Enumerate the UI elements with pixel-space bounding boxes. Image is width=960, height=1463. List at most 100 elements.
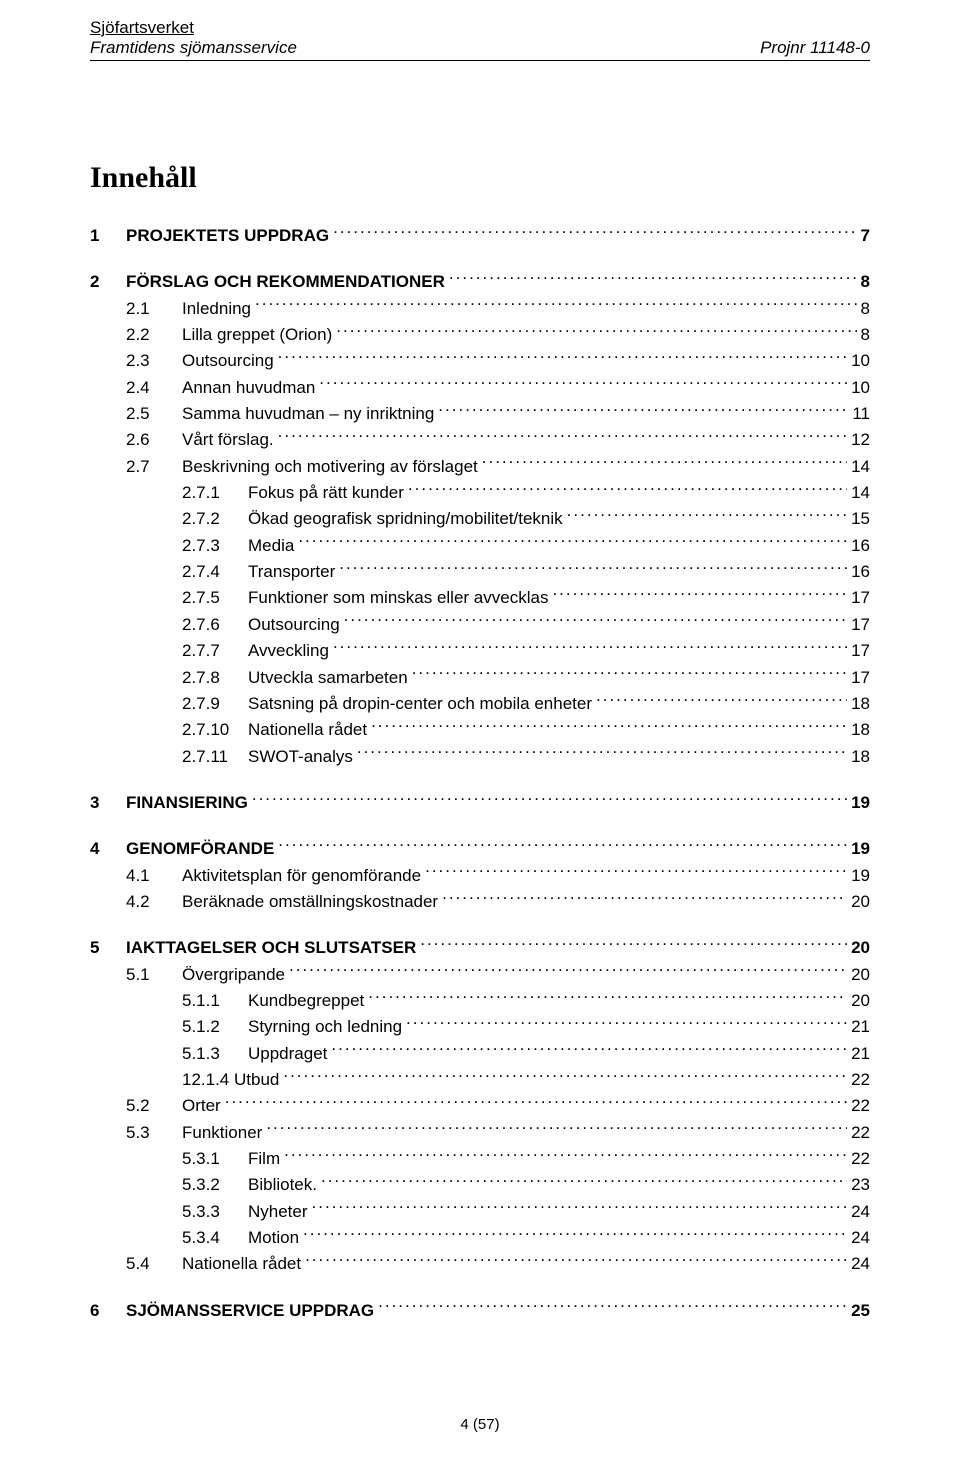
toc-entry: 2.7.9Satsning på dropin-center och mobil… [90,691,870,717]
toc-leader [305,1252,847,1269]
toc-entry-number: 2.7.2 [182,506,248,532]
toc-entry-number: 2.7.1 [182,480,248,506]
header-org: Sjöfartsverket [90,18,194,38]
toc-entry-number: 4 [90,836,126,862]
toc-entry: 2.7.3Media16 [90,533,870,559]
toc-entry: 5.3.4Motion24 [90,1225,870,1251]
toc-entry-number: 2.4 [126,375,182,401]
toc-entry: 2.7.8Utveckla samarbeten17 [90,665,870,691]
toc-entry-label: Utveckla samarbeten [248,665,408,691]
toc-entry: 5.3.1Film22 [90,1146,870,1172]
table-of-contents: 1PROJEKTETS UPPDRAG7 2FÖRSLAG OCH REKOMME… [90,223,870,1324]
toc-entry-page: 24 [851,1199,870,1225]
toc-entry-number: 4.2 [126,889,182,915]
toc-entry-label: IAKTTAGELSER OCH SLUTSATSER [126,935,416,961]
toc-entry-number: 1 [90,223,126,249]
toc-entry-number: 5.3.3 [182,1199,248,1225]
toc-entry: 2.7.5Funktioner som minskas eller avveck… [90,585,870,611]
toc-entry-number: 2.7.5 [182,585,248,611]
toc-entry: 2.6Vårt förslag.12 [90,427,870,453]
toc-entry-page: 8 [861,296,870,322]
toc-leader [333,224,856,241]
toc-entry: 5.1Övergripande20 [90,962,870,988]
toc-entry: 2.1Inledning8 [90,296,870,322]
toc-leader [442,890,847,907]
toc-entry-page: 20 [851,988,870,1014]
toc-entry: 5.4Nationella rådet24 [90,1251,870,1277]
toc-entry-page: 19 [851,836,870,862]
toc-entry-label: Satsning på dropin-center och mobila enh… [248,691,592,717]
toc-entry-number: 6 [90,1298,126,1324]
toc-entry: 5.1.2Styrning och ledning21 [90,1014,870,1040]
toc-leader [225,1094,847,1111]
toc-entry-page: 8 [861,322,870,348]
toc-leader [368,989,847,1006]
toc-entry-page: 22 [851,1120,870,1146]
toc-leader [371,718,847,735]
toc-entry-page: 24 [851,1251,870,1277]
header-line-2: Framtidens sjömansservice Projnr 11148-0 [90,38,870,58]
toc-entry-page: 14 [851,480,870,506]
toc-leader [319,376,847,393]
toc-entry-page: 20 [851,935,870,961]
toc-entry-number: 2.7.9 [182,691,248,717]
toc-entry-number: 12.1.4 Utbud [182,1067,279,1093]
toc-entry-label: Avveckling [248,638,329,664]
toc-entry-page: 18 [851,744,870,770]
toc-entry-label: Samma huvudman – ny inriktning [182,401,434,427]
toc-entry-number: 5 [90,935,126,961]
toc-entry-label: Nationella rådet [182,1251,301,1277]
toc-entry-page: 10 [851,375,870,401]
toc-leader [331,1042,847,1059]
toc-entry-label: Styrning och ledning [248,1014,402,1040]
toc-leader [266,1121,847,1138]
toc-entry-page: 25 [851,1298,870,1324]
toc-leader [278,349,847,366]
header-subtitle: Framtidens sjömansservice [90,38,297,58]
toc-section: 1PROJEKTETS UPPDRAG7 [90,223,870,249]
toc-entry-number: 2.7 [126,454,182,480]
toc-entry: 4.2Beräknade omställningskostnader20 [90,889,870,915]
toc-entry: 4.1Aktivitetsplan för genomförande19 [90,863,870,889]
toc-entry-number: 2.7.6 [182,612,248,638]
toc-entry-label: Media [248,533,294,559]
toc-entry-number: 2 [90,269,126,295]
toc-leader [344,613,847,630]
toc-entry-label: Nyheter [248,1199,308,1225]
toc-entry-page: 17 [851,665,870,691]
toc-entry: 12.1.4 Utbud22 [90,1067,870,1093]
toc-entry-label: Bibliotek. [248,1172,317,1198]
toc-entry: 5.3.2Bibliotek.23 [90,1172,870,1198]
toc-entry-label: FÖRSLAG OCH REKOMMENDATIONER [126,269,445,295]
toc-entry-label: SJÖMANSSERVICE UPPDRAG [126,1298,374,1324]
toc-entry-label: Transporter [248,559,335,585]
toc-section: 3FINANSIERING19 [90,790,870,816]
toc-leader [312,1200,848,1217]
page-header: Sjöfartsverket Framtidens sjömansservice… [90,18,870,61]
toc-entry-number: 5.3.2 [182,1172,248,1198]
toc-entry-label: FINANSIERING [126,790,248,816]
toc-leader [412,666,847,683]
toc-entry-number: 5.3.4 [182,1225,248,1251]
toc-entry-label: GENOMFÖRANDE [126,836,274,862]
toc-leader [567,507,847,524]
toc-leader [408,481,847,498]
toc-entry-number: 2.5 [126,401,182,427]
toc-leader [425,864,847,881]
toc-leader [438,402,848,419]
toc-entry-label: Övergripande [182,962,285,988]
toc-entry-number: 2.2 [126,322,182,348]
toc-entry-page: 17 [851,638,870,664]
toc-leader [303,1226,847,1243]
toc-entry-page: 22 [851,1146,870,1172]
toc-entry-number: 5.1.2 [182,1014,248,1040]
toc-entry: 2.7.4Transporter16 [90,559,870,585]
toc-entry-number: 4.1 [126,863,182,889]
toc-entry-label: Outsourcing [248,612,340,638]
toc-entry: 2.7.7Avveckling17 [90,638,870,664]
toc-leader [378,1299,847,1316]
toc-entry-label: Annan huvudman [182,375,315,401]
toc-entry-number: 2.3 [126,348,182,374]
toc-entry-label: Outsourcing [182,348,274,374]
toc-entry-number: 5.2 [126,1093,182,1119]
